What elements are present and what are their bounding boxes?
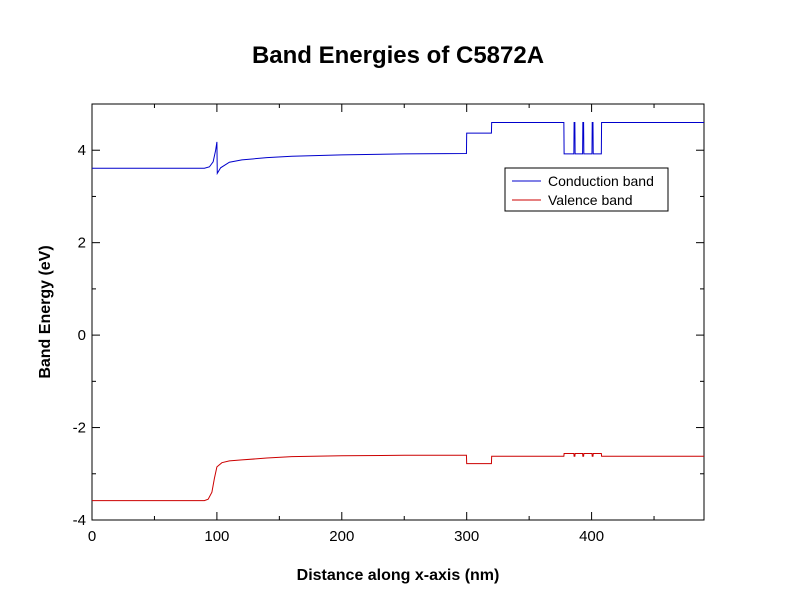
axis-ticks	[91, 104, 704, 521]
chart-title: Band Energies of C5872A	[252, 42, 544, 69]
x-tick-label: 400	[579, 528, 604, 545]
series-line-conduction-band	[92, 121, 704, 176]
x-axis-label: Distance along x-axis (nm)	[297, 567, 500, 584]
axis-tick-labels: 0 100 200 300 400 -4 -2 0 2 4	[73, 142, 604, 545]
legend-label-valence-band: Valence band	[548, 192, 633, 208]
x-tick-label: 100	[204, 528, 229, 545]
y-tick-label: -4	[73, 512, 86, 529]
series-line-valence-band	[92, 452, 704, 502]
legend-label-conduction-band: Conduction band	[548, 173, 654, 189]
y-tick-label: 0	[78, 327, 86, 344]
y-tick-label: 4	[78, 142, 86, 159]
x-tick-label: 300	[454, 528, 479, 545]
x-tick-label: 200	[329, 528, 354, 545]
y-tick-label: -2	[73, 420, 86, 437]
x-tick-label: 0	[88, 528, 96, 545]
plot-content	[92, 121, 704, 502]
y-tick-label: 2	[78, 235, 86, 252]
plot-frame	[91, 103, 705, 521]
y-axis-label: Band Energy (eV)	[37, 245, 54, 378]
legend: Conduction band Valence band	[504, 167, 669, 212]
legend-box	[504, 167, 669, 212]
